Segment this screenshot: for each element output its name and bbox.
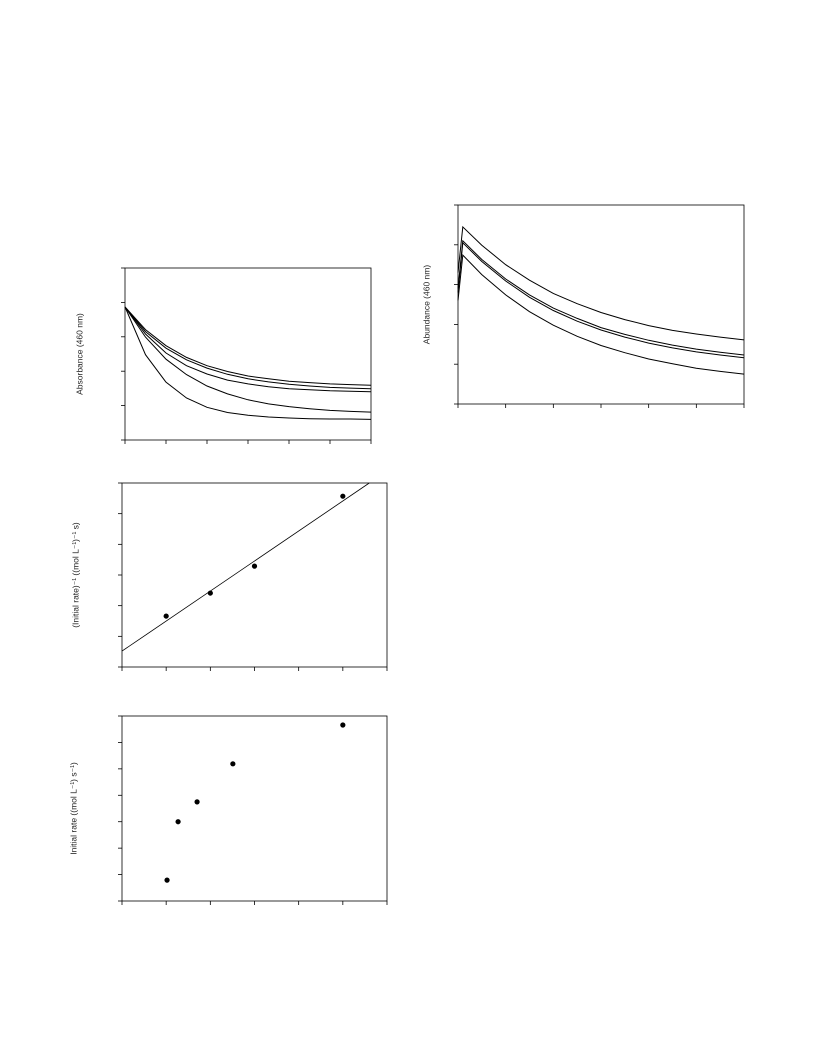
data-point: [340, 722, 346, 728]
y-axis-label: Absorbance (460 nm): [74, 313, 84, 395]
data-line: [457, 241, 745, 359]
data-line: [124, 306, 372, 420]
data-line: [124, 306, 372, 413]
plot-frame: [124, 267, 372, 441]
data-line: [124, 306, 372, 386]
y-axis-label: Abundance (460 nm): [421, 265, 431, 345]
data-point: [207, 590, 213, 596]
data-point: [163, 613, 169, 619]
data-line: [124, 306, 372, 390]
data-line: [457, 253, 745, 375]
data-line: [124, 306, 372, 393]
data-point: [164, 877, 170, 883]
plot-frame: [457, 204, 745, 405]
y-axis-label: Initial rate ((mol L⁻¹) s⁻¹): [68, 762, 78, 855]
data-point: [230, 761, 236, 767]
y-axis-label: (Initial rate)⁻¹ ((mol L⁻¹)⁻¹ s): [70, 522, 80, 628]
data-point: [340, 493, 346, 499]
plot-frame: [121, 482, 388, 668]
plot-frame: [121, 715, 388, 902]
data-point: [175, 819, 181, 825]
data-line: [457, 225, 745, 341]
data-line: [457, 239, 745, 356]
data-point: [251, 563, 258, 569]
fit-line: [121, 482, 370, 652]
data-point: [194, 799, 200, 805]
